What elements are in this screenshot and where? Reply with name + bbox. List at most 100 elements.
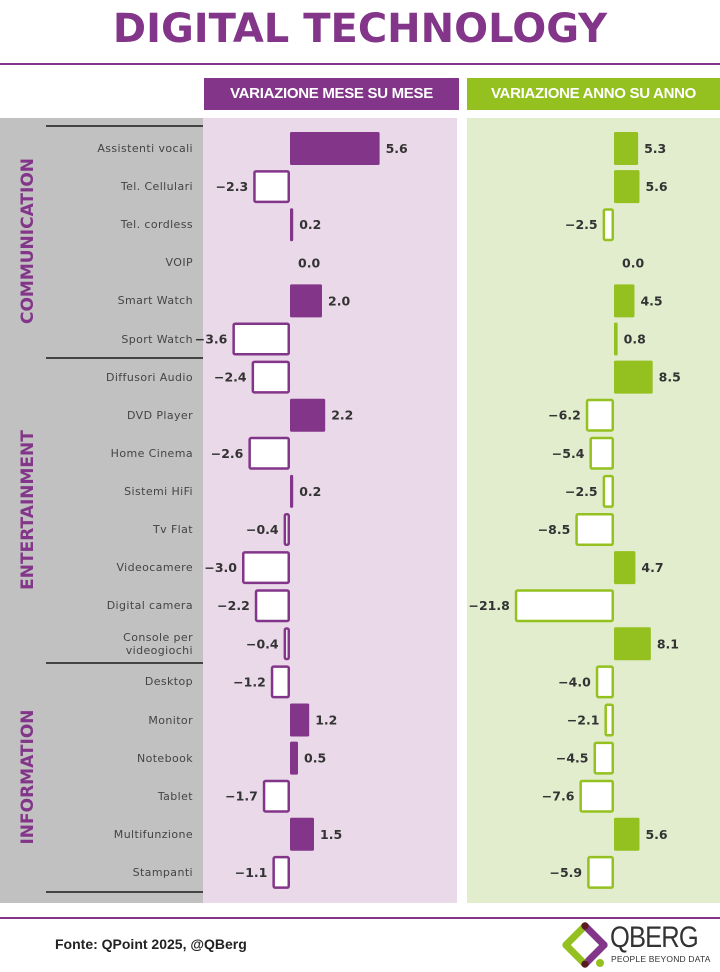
row-label: Stampanti (132, 865, 193, 879)
yoy-bar (514, 589, 614, 623)
row-label: Multifunzione (113, 827, 193, 841)
yoy-value-label: −5.4 (552, 446, 585, 461)
mom-bar (290, 741, 298, 775)
mom-bar (283, 627, 291, 661)
mom-bar (290, 817, 314, 851)
row-label: Tel. cordless (120, 218, 193, 232)
mom-bar (254, 589, 290, 623)
yoy-value-label: −2.1 (567, 713, 600, 728)
mom-bar (272, 855, 290, 889)
mom-value-label: 0.5 (304, 751, 326, 766)
yoy-panel (467, 118, 720, 903)
yoy-bar (579, 779, 614, 813)
row-label: VOIP (165, 256, 193, 270)
yoy-bar (587, 855, 615, 889)
yoy-value-label: −2.5 (565, 217, 598, 232)
mom-value-label: 0.0 (298, 255, 320, 270)
row-label: Tel. Cellulari (120, 180, 193, 194)
yoy-value-label: 0.0 (622, 255, 644, 270)
qberg-logo: QBERG PEOPLE BEYOND DATA (560, 922, 720, 968)
yoy-value-label: 8.1 (657, 636, 679, 651)
mom-value-label: −0.4 (246, 636, 279, 651)
page-title: DIGITAL TECHNOLOGY (112, 6, 608, 52)
mom-bar (232, 322, 290, 356)
mom-value-label: −1.2 (233, 674, 266, 689)
yoy-bar (575, 513, 615, 546)
mom-value-label: 0.2 (299, 484, 321, 499)
yoy-value-label: −2.5 (565, 484, 598, 499)
category-panel (0, 118, 203, 903)
yoy-value-label: 5.3 (644, 141, 666, 156)
group-separator (46, 125, 203, 127)
yoy-bar (585, 398, 614, 432)
row-label: DVD Player (127, 408, 193, 422)
mom-bar (251, 360, 291, 394)
mom-bar (248, 436, 290, 470)
row-label: Smart Watch (117, 294, 193, 308)
yoy-value-label: −4.0 (558, 674, 591, 689)
row-label: Tv Flat (153, 523, 193, 536)
mom-bar (290, 132, 380, 165)
header-mom: VARIAZIONE MESE SU MESE (204, 78, 459, 110)
yoy-value-label: −5.9 (550, 865, 583, 880)
yoy-bar (614, 627, 651, 661)
yoy-value-label: 4.5 (640, 293, 662, 308)
mom-value-label: −2.2 (217, 598, 250, 613)
header-yoy: VARIAZIONE ANNO SU ANNO (467, 78, 720, 110)
mom-bar (270, 665, 290, 699)
yoy-value-label: 4.7 (641, 560, 663, 575)
yoy-bar (602, 474, 614, 508)
mom-value-label: −2.6 (211, 446, 244, 461)
mom-value-label: −2.4 (214, 370, 247, 385)
mom-value-label: 1.5 (320, 827, 342, 842)
row-label: Diffusori Audio (105, 370, 193, 384)
mom-bar (290, 284, 322, 318)
yoy-value-label: 0.8 (624, 332, 646, 347)
yoy-value-label: −21.8 (468, 598, 509, 613)
row-label: Sport Watch (121, 332, 193, 346)
mom-value-label: −1.1 (235, 865, 268, 880)
mom-value-label: −1.7 (225, 789, 258, 804)
row-label: Notebook (136, 751, 193, 765)
mom-value-label: 5.6 (386, 141, 408, 156)
row-label: Digital camera (106, 599, 193, 613)
yoy-bar (589, 436, 614, 470)
qberg-logo-tagline: PEOPLE BEYOND DATA (611, 954, 711, 964)
yoy-bar (614, 132, 639, 165)
yoy-value-label: −6.2 (548, 408, 581, 423)
yoy-bar (595, 665, 614, 699)
mom-bar (262, 779, 290, 813)
mom-bar (290, 703, 310, 737)
row-label: Videocamere (116, 561, 193, 575)
yoy-bar (614, 170, 640, 204)
mom-value-label: −2.3 (216, 179, 249, 194)
mom-value-label: 2.0 (328, 293, 350, 308)
row-label: Monitor (148, 713, 193, 727)
mom-bar (290, 208, 294, 242)
title-divider (0, 63, 720, 65)
row-label: Assistenti vocali (97, 142, 193, 155)
source-text: Fonte: QPoint 2025, @QBerg (55, 936, 247, 952)
yoy-bar (604, 703, 615, 737)
mom-panel (203, 118, 457, 903)
row-label: Home Cinema (110, 446, 193, 460)
qberg-logo-name: QBERG (610, 921, 699, 954)
yoy-value-label: 5.6 (645, 179, 667, 194)
mom-bar (283, 513, 291, 546)
mom-bar (242, 551, 290, 585)
mom-value-label: −3.0 (204, 560, 237, 575)
yoy-value-label: 8.5 (659, 370, 681, 385)
yoy-bar (614, 284, 635, 318)
yoy-bar (614, 817, 640, 851)
yoy-value-label: −8.5 (538, 522, 571, 537)
yoy-value-label: −4.5 (556, 751, 589, 766)
mom-value-label: −3.6 (195, 332, 228, 347)
mom-value-label: −0.4 (246, 522, 279, 537)
mom-value-label: 2.2 (331, 408, 353, 423)
mom-value-label: 1.2 (315, 713, 337, 728)
group-separator (46, 357, 203, 359)
row-label: Sistemi HiFi (124, 484, 193, 498)
footer-divider (0, 917, 720, 919)
yoy-value-label: 5.6 (645, 827, 667, 842)
